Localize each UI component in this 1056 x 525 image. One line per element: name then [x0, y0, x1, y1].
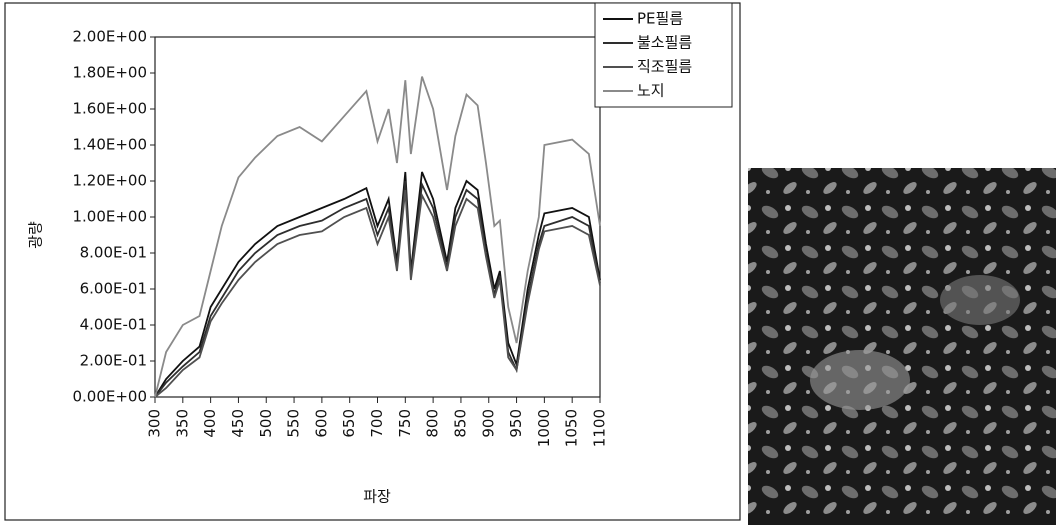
- y-tick-label: 1.60E+00: [72, 100, 147, 118]
- y-tick-label: 1.20E+00: [72, 172, 147, 190]
- legend-label: PE필름: [637, 10, 683, 28]
- y-tick-label: 1.00E+00: [72, 208, 147, 226]
- x-tick-label: 750: [396, 409, 414, 438]
- x-tick-label: 1000: [535, 409, 553, 447]
- y-tick-label: 2.00E-01: [80, 352, 147, 370]
- x-tick-label: 700: [368, 409, 386, 438]
- legend-label: 노지: [637, 82, 665, 100]
- y-tick-label: 1.80E+00: [72, 64, 147, 82]
- x-axis-label: 파장: [363, 488, 391, 506]
- legend-label: 불소필름: [637, 34, 692, 52]
- y-tick-label: 0.00E+00: [72, 388, 147, 406]
- y-tick-label: 6.00E-01: [80, 280, 147, 298]
- x-tick-label: 500: [257, 409, 275, 438]
- x-tick-label: 300: [146, 409, 164, 438]
- x-tick-label: 1050: [563, 409, 581, 447]
- x-tick-label: 450: [229, 409, 247, 438]
- y-tick-label: 2.00E+00: [72, 28, 147, 46]
- x-tick-label: 850: [451, 409, 469, 438]
- y-tick-label: 4.00E-01: [80, 316, 147, 334]
- x-tick-label: 350: [173, 409, 191, 438]
- x-tick-label: 800: [424, 409, 442, 438]
- legend-label: 직조필름: [637, 58, 692, 76]
- x-tick-label: 650: [340, 409, 358, 438]
- x-tick-label: 900: [479, 409, 497, 438]
- y-axis-label: 광량: [27, 221, 45, 249]
- photo-leaf: [940, 275, 1020, 325]
- y-tick-label: 1.40E+00: [72, 136, 147, 154]
- x-tick-label: 600: [312, 409, 330, 438]
- x-tick-label: 550: [285, 409, 303, 438]
- x-tick-label: 950: [507, 409, 525, 438]
- plot-area: [154, 36, 601, 398]
- photo-leaf: [810, 350, 910, 410]
- x-tick-label: 1100: [591, 409, 609, 447]
- chart-frame: [4, 2, 741, 521]
- series-line: [154, 76, 601, 398]
- plant-photo: [748, 168, 1056, 525]
- x-tick-label: 400: [201, 409, 219, 438]
- y-tick-label: 8.00E-01: [80, 244, 147, 262]
- legend-box: [594, 2, 733, 108]
- series-line: [154, 171, 601, 398]
- series-line: [154, 189, 601, 398]
